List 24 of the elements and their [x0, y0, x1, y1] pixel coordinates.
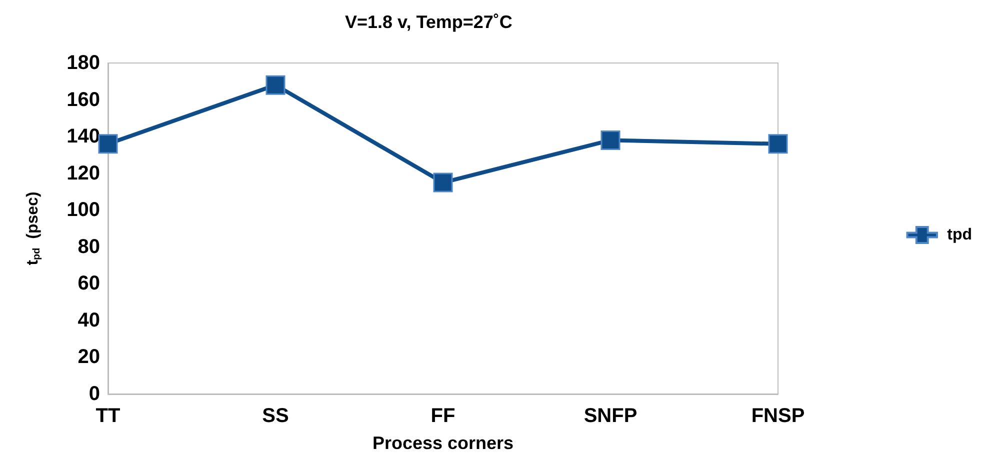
- y-tick-label: 100: [66, 199, 100, 222]
- x-tick-label: SNFP: [584, 405, 638, 427]
- y-tick-label: 20: [78, 346, 100, 368]
- x-tick-label: FF: [430, 405, 456, 427]
- x-tick-label: FNSP: [751, 405, 805, 427]
- y-tick-label: 0: [88, 383, 100, 405]
- point: [600, 130, 620, 150]
- x-tick-label: SS: [262, 405, 289, 427]
- point: [98, 134, 118, 154]
- point: [768, 134, 788, 154]
- y-tick-label: 60: [78, 272, 100, 295]
- point: [433, 172, 453, 192]
- y-tick-label: 160: [66, 88, 100, 111]
- y-tick-label: 80: [78, 236, 100, 258]
- y-tick-label: 40: [78, 309, 100, 332]
- x-tick-label: TT: [96, 405, 120, 427]
- chart-title: V=1.8 v, Temp=27˚C: [345, 12, 512, 32]
- y-axis-title: tpd (psec): [24, 192, 42, 266]
- legend-label: tpd: [947, 226, 972, 244]
- y-tick-label: 120: [66, 162, 100, 184]
- y-tick-label: 140: [66, 126, 100, 148]
- point: [266, 75, 286, 95]
- y-tick-label: 180: [66, 52, 100, 74]
- x-axis-title: Process corners: [372, 433, 514, 453]
